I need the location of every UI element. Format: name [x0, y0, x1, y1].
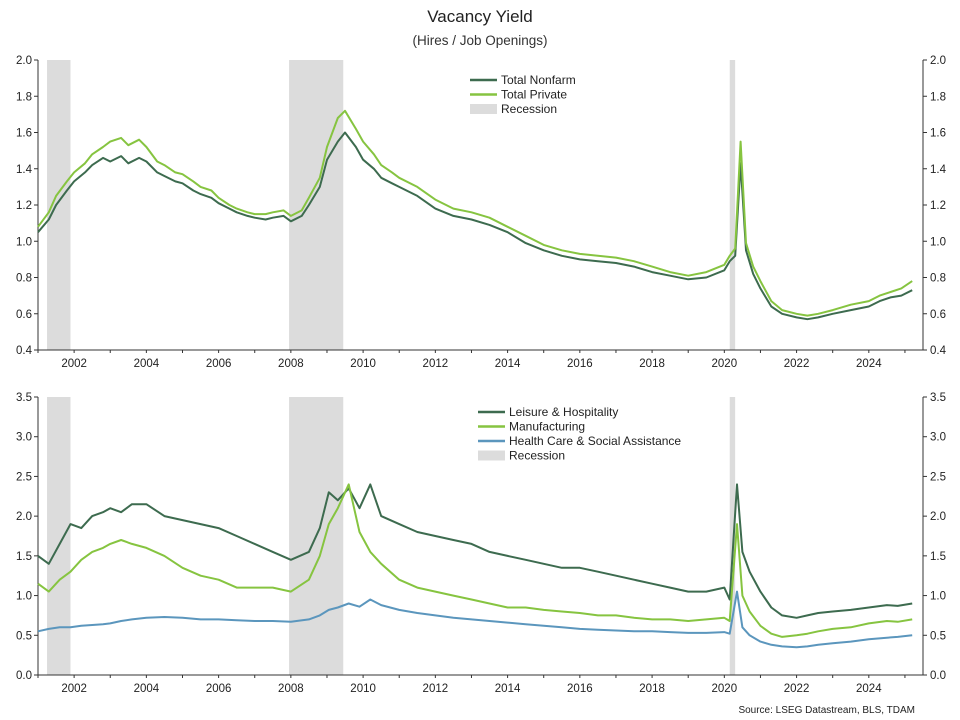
x-tick-label: 2014 — [495, 683, 521, 695]
bottom-panel: 0.0 0.0 0.5 0.5 1.0 1.0 1.5 1.5 2.0 2.0 2.5 2.5 3.0 3… — [16, 392, 946, 695]
chart-title: Vacancy Yield — [427, 7, 533, 26]
y-tick-label-left: 2.0 — [16, 511, 32, 523]
x-tick-label: 2022 — [784, 683, 810, 695]
x-tick-label: 2002 — [61, 358, 87, 370]
y-tick-label-right: 2.5 — [930, 471, 946, 483]
x-tick-label: 2014 — [495, 358, 521, 370]
legend-label-total-private: Total Private — [501, 88, 567, 102]
recession-band-1 — [47, 60, 71, 350]
y-tick-label-right: 1.6 — [930, 128, 946, 140]
y-tick-label-left: 0.5 — [16, 630, 32, 642]
y-tick-label-left: 1.0 — [16, 236, 32, 248]
y-tick-label-right: 1.0 — [930, 236, 946, 248]
legend-label-leisure-hospitality: Leisure & Hospitality — [509, 405, 618, 419]
series-line-leisure-hospitality — [37, 483, 913, 619]
x-tick-label: 2004 — [134, 683, 160, 695]
x-tick-label: 2002 — [61, 683, 87, 695]
y-tick-label-left: 0.4 — [16, 345, 33, 357]
y-tick-label-left: 1.4 — [16, 164, 33, 176]
x-tick-label: 2018 — [639, 683, 665, 695]
y-tick-label-right: 1.0 — [930, 591, 946, 603]
series-line-total-private — [37, 109, 913, 317]
x-tick-label: 2024 — [856, 358, 882, 370]
x-tick-label: 2008 — [278, 358, 304, 370]
legend-swatch-recession — [478, 450, 505, 461]
x-tick-label: 2004 — [134, 358, 160, 370]
recession-band-1 — [47, 397, 71, 675]
y-tick-label-right: 0.8 — [930, 273, 946, 285]
y-tick-label-left: 1.6 — [16, 128, 32, 140]
y-tick-label-right: 1.2 — [930, 200, 946, 212]
recession-band-3 — [729, 60, 736, 350]
x-tick-label: 2016 — [567, 358, 593, 370]
y-tick-label-right: 3.0 — [930, 432, 946, 444]
top-panel: 0.4 0.4 0.6 0.6 0.8 0.8 1.0 1.0 1.2 1.2 1.4 1.4 1.6 1… — [16, 55, 947, 370]
x-tick-label: 2006 — [206, 358, 232, 370]
legend-label-recession: Recession — [501, 102, 557, 116]
x-tick-label: 2008 — [278, 683, 304, 695]
x-tick-label: 2020 — [712, 683, 738, 695]
x-tick-label: 2010 — [350, 358, 376, 370]
y-tick-label-right: 1.4 — [930, 164, 947, 176]
y-tick-label-right: 2.0 — [930, 511, 946, 523]
y-tick-label-left: 2.5 — [16, 471, 32, 483]
x-tick-label: 2018 — [639, 358, 665, 370]
y-tick-label-left: 1.2 — [16, 200, 32, 212]
legend-label-recession: Recession — [509, 449, 565, 463]
x-tick-label: 2010 — [350, 683, 376, 695]
recession-band-2 — [289, 60, 344, 350]
x-tick-label: 2012 — [423, 683, 449, 695]
y-tick-label-left: 0.6 — [16, 309, 32, 321]
y-tick-label-right: 0.4 — [930, 345, 947, 357]
legend-label-total-nonfarm: Total Nonfarm — [501, 73, 576, 87]
x-tick-label: 2006 — [206, 683, 232, 695]
y-tick-label-left: 1.5 — [16, 551, 32, 563]
y-tick-label-left: 1.0 — [16, 591, 32, 603]
y-tick-label-right: 0.5 — [930, 630, 946, 642]
series-line-total-nonfarm — [37, 131, 913, 321]
y-tick-label-left: 0.0 — [16, 670, 32, 682]
y-tick-label-left: 3.5 — [16, 392, 32, 404]
chart-subtitle: (Hires / Job Openings) — [412, 33, 547, 48]
y-tick-label-right: 3.5 — [930, 392, 946, 404]
legend-label-health-care-social-assistance: Health Care & Social Assistance — [509, 434, 681, 448]
y-tick-label-right: 2.0 — [930, 55, 946, 67]
y-tick-label-left: 3.0 — [16, 432, 32, 444]
recession-band-3 — [729, 397, 736, 675]
x-tick-label: 2016 — [567, 683, 593, 695]
legend-label-manufacturing: Manufacturing — [509, 420, 585, 434]
y-tick-label-right: 0.6 — [930, 309, 946, 321]
y-tick-label-left: 1.8 — [16, 91, 32, 103]
y-tick-label-left: 2.0 — [16, 55, 32, 67]
x-tick-label: 2020 — [712, 358, 738, 370]
x-tick-label: 2022 — [784, 358, 810, 370]
legend-swatch-recession — [470, 104, 497, 114]
series-line-health-care-social-assistance — [37, 590, 913, 649]
source-note: Source: LSEG Datastream, BLS, TDAM — [738, 705, 915, 716]
y-tick-label-right: 0.0 — [930, 670, 946, 682]
x-tick-label: 2012 — [423, 358, 449, 370]
y-tick-label-right: 1.5 — [930, 551, 946, 563]
x-tick-label: 2024 — [856, 683, 882, 695]
y-tick-label-left: 0.8 — [16, 273, 32, 285]
series-line-manufacturing — [37, 483, 913, 638]
y-tick-label-right: 1.8 — [930, 91, 946, 103]
